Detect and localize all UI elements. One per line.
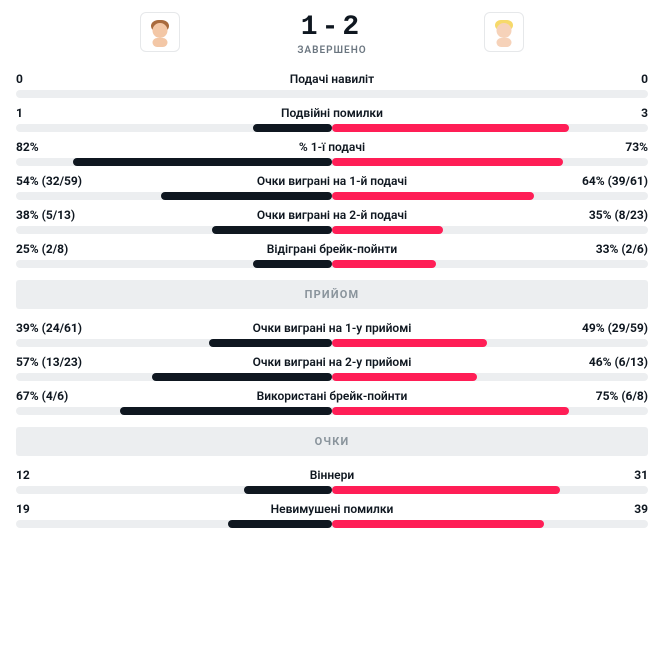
stat-right-value: 35% (8/23) [558,208,648,222]
stat-bar-track [16,260,648,268]
stat-bar-left [253,260,332,268]
stat-bar-track [16,407,648,415]
stat-bar-left [244,486,332,494]
player-left-avatar [140,12,180,52]
stat-bar-right [332,486,560,494]
stat-left-value: 38% (5/13) [16,208,106,222]
stat-row: 39% (24/61)Очки виграні на 1-у прийомі49… [16,315,648,349]
stat-bar-left [253,124,332,132]
stat-label: Очки виграні на 1-у прийомі [106,321,558,335]
stat-row: 82%% 1-ї подачі73% [16,134,648,168]
stat-row: 25% (2/8)Відіграні брейк-пойнти33% (2/6) [16,236,648,270]
stat-label: Очки виграні на 1-й подачі [106,174,558,188]
stat-row: 57% (13/23)Очки виграні на 2-у прийомі46… [16,349,648,383]
stat-row: 0Подачі навиліт0 [16,66,648,100]
stat-bar-track [16,124,648,132]
stat-right-value: 3 [558,106,648,120]
stat-row-header: 54% (32/59)Очки виграні на 1-й подачі64%… [16,174,648,188]
match-score: 1-2 [297,12,366,43]
stats-container: 0Подачі навиліт0 1Подвійні помилки3 82%% 1… [0,62,664,542]
stat-label: Очки виграні на 2-й подачі [106,208,558,222]
stat-bar-track [16,486,648,494]
player-right-avatar [484,12,524,52]
stat-right-value: 31 [558,468,648,482]
stat-bar-track [16,520,648,528]
stat-bar-left [228,520,332,528]
stat-right-value: 46% (6/13) [558,355,648,369]
stat-bar-left [209,339,332,347]
stat-label: Очки виграні на 2-у прийомі [106,355,558,369]
avatar-left-icon [145,17,175,47]
stat-bar-track [16,226,648,234]
stat-left-value: 57% (13/23) [16,355,106,369]
stat-bar-left [161,192,332,200]
stat-left-value: 19 [16,502,106,516]
stat-bar-track [16,339,648,347]
section-header: ОЧКИ [16,427,648,456]
stat-label: Віннери [106,468,558,482]
stat-label: % 1-ї подачі [106,140,558,154]
stat-row: 38% (5/13)Очки виграні на 2-й подачі35% … [16,202,648,236]
match-header: 1-2 ЗАВЕРШЕНО [0,0,664,62]
stat-row-header: 39% (24/61)Очки виграні на 1-у прийомі49… [16,321,648,335]
stat-bar-left [120,407,332,415]
stat-bar-left [212,226,332,234]
stat-left-value: 82% [16,140,106,154]
stat-row-header: 19Невимушені помилки39 [16,502,648,516]
stat-right-value: 64% (39/61) [558,174,648,188]
stat-right-value: 73% [558,140,648,154]
stat-bar-right [332,192,534,200]
section-header: ПРИЙОМ [16,280,648,309]
stat-label: Подвійні помилки [106,106,558,120]
stat-bar-right [332,407,569,415]
stat-label: Подачі навиліт [106,72,558,86]
stat-bar-right [332,520,544,528]
stat-row: 67% (4/6)Використані брейк-пойнти75% (6/… [16,383,648,417]
stat-label: Відіграні брейк-пойнти [106,242,558,256]
stat-row: 19Невимушені помилки39 [16,496,648,530]
stat-left-value: 0 [16,72,106,86]
stat-left-value: 54% (32/59) [16,174,106,188]
stat-bar-left [152,373,332,381]
stat-bar-right [332,226,443,234]
stat-row-header: 57% (13/23)Очки виграні на 2-у прийомі46… [16,355,648,369]
stat-bar-track [16,90,648,98]
match-status: ЗАВЕРШЕНО [297,45,366,56]
stat-row: 54% (32/59)Очки виграні на 1-й подачі64%… [16,168,648,202]
score-block: 1-2 ЗАВЕРШЕНО [297,12,366,56]
stat-left-value: 25% (2/8) [16,242,106,256]
stat-right-value: 39 [558,502,648,516]
stat-row: 1Подвійні помилки3 [16,100,648,134]
stat-bar-track [16,373,648,381]
stat-row-header: 12Віннери31 [16,468,648,482]
stat-left-value: 39% (24/61) [16,321,106,335]
stat-label: Використані брейк-пойнти [106,389,558,403]
stat-row-header: 38% (5/13)Очки виграні на 2-й подачі35% … [16,208,648,222]
stat-bar-right [332,158,563,166]
stat-row-header: 67% (4/6)Використані брейк-пойнти75% (6/… [16,389,648,403]
stat-right-value: 49% (29/59) [558,321,648,335]
stat-bar-right [332,260,436,268]
stat-row: 12Віннери31 [16,462,648,496]
stat-row-header: 25% (2/8)Відіграні брейк-пойнти33% (2/6) [16,242,648,256]
stat-bar-track [16,192,648,200]
stat-left-value: 1 [16,106,106,120]
stat-right-value: 0 [558,72,648,86]
stat-right-value: 75% (6/8) [558,389,648,403]
stat-bar-track [16,158,648,166]
stat-row-header: 82%% 1-ї подачі73% [16,140,648,154]
stat-bar-right [332,373,477,381]
stat-left-value: 67% (4/6) [16,389,106,403]
stat-left-value: 12 [16,468,106,482]
stat-bar-right [332,124,569,132]
stat-bar-left [73,158,332,166]
stat-right-value: 33% (2/6) [558,242,648,256]
stat-row-header: 0Подачі навиліт0 [16,72,648,86]
stat-bar-right [332,339,487,347]
avatar-right-icon [489,17,519,47]
stat-label: Невимушені помилки [106,502,558,516]
stat-row-header: 1Подвійні помилки3 [16,106,648,120]
